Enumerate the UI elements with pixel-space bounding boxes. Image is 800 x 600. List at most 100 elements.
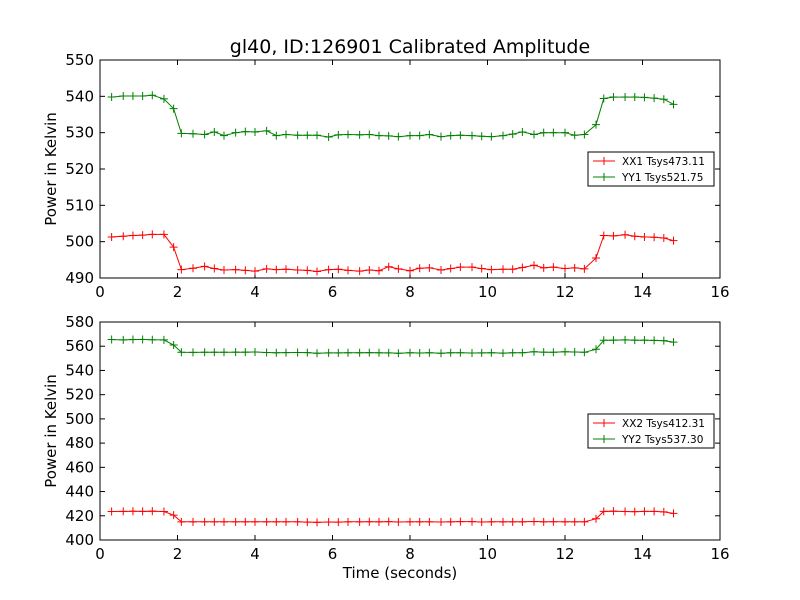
data-point-marker (580, 348, 589, 357)
data-point-marker (437, 266, 445, 275)
data-point-marker (119, 232, 128, 241)
data-point-marker (119, 507, 128, 516)
legend-label: YY1 Tsys521.75 (621, 172, 703, 184)
data-point-marker (518, 517, 527, 526)
legend-label: XX2 Tsys412.31 (622, 418, 705, 430)
y-tick-label: 560 (65, 337, 94, 355)
data-point-marker (200, 348, 209, 357)
data-point-marker (282, 130, 290, 139)
x-tick-label: 10 (478, 283, 497, 301)
data-point-marker (334, 518, 343, 527)
data-point-marker (425, 348, 434, 357)
legend-marker (600, 435, 608, 443)
data-point-marker (570, 348, 579, 357)
data-point-marker (669, 338, 678, 347)
data-point-marker (241, 517, 250, 526)
data-point-marker (241, 266, 250, 275)
data-point-marker (630, 336, 639, 345)
data-point-marker (518, 127, 527, 136)
data-point-marker (231, 128, 240, 137)
data-point-marker (355, 517, 364, 526)
data-point-marker (107, 335, 116, 344)
data-point-marker (437, 132, 445, 141)
data-point-marker (549, 517, 558, 526)
data-point-marker (128, 335, 137, 344)
data-point-marker (437, 349, 445, 358)
data-point-marker (159, 507, 168, 516)
data-point-marker (659, 336, 668, 345)
data-point-marker (355, 348, 364, 357)
data-point-marker (630, 93, 639, 102)
data-point-marker (650, 233, 659, 242)
data-point-marker (394, 264, 403, 273)
data-point-marker (128, 91, 137, 100)
data-point-marker (394, 517, 403, 526)
data-point-marker (119, 91, 128, 100)
y-tick-label: 520 (65, 160, 94, 178)
data-point-marker (477, 517, 486, 526)
bottom-subplot: 0 2 4 6 8 10 12 14 16 400 420 440 460 480 500 520 540 560… (42, 313, 730, 582)
data-point-marker (169, 511, 178, 520)
data-point-marker (251, 127, 259, 136)
data-point-marker (375, 348, 383, 357)
data-point-marker (365, 348, 374, 357)
data-point-marker (561, 517, 569, 526)
data-point-marker (159, 94, 168, 103)
legend: XX2 Tsys412.31 YY2 Tsys537.30 (587, 413, 715, 449)
y-tick-label: 490 (65, 269, 94, 287)
data-point-marker (210, 348, 219, 357)
data-point-marker (394, 132, 403, 141)
x-tick-label: 2 (173, 545, 183, 563)
data-point-marker (592, 514, 600, 523)
data-point-marker (282, 348, 290, 357)
data-point-marker (609, 231, 618, 240)
data-point-marker (251, 517, 259, 526)
y-tick-label: 510 (65, 196, 94, 214)
data-point-marker (539, 348, 548, 357)
data-point-marker (251, 267, 259, 276)
data-point-marker (570, 517, 579, 526)
data-point-marker (669, 100, 678, 109)
data-point-marker (148, 230, 157, 239)
y-tick-label: 540 (65, 361, 94, 379)
data-point-marker (530, 517, 538, 526)
data-point-marker (518, 263, 527, 272)
y-tick-label: 440 (65, 483, 94, 501)
data-point-marker (599, 507, 608, 516)
x-tick-label: 14 (633, 283, 652, 301)
data-point-marker (241, 348, 250, 357)
data-point-marker (324, 265, 333, 274)
data-point-marker (487, 517, 496, 526)
data-point-marker (293, 348, 302, 357)
data-point-marker (293, 131, 302, 140)
data-point-marker (570, 263, 579, 272)
y-tick-label: 540 (65, 87, 94, 105)
data-point-marker (609, 507, 618, 516)
data-point-marker (148, 507, 157, 516)
data-point-marker (220, 348, 228, 357)
series-line-1 (111, 338, 674, 354)
data-point-marker (630, 507, 639, 516)
data-point-marker (344, 130, 352, 139)
data-point-marker (394, 349, 403, 358)
data-point-marker (592, 345, 600, 354)
legend-marker (600, 419, 608, 427)
data-point-marker (415, 517, 424, 526)
data-point-marker (251, 348, 259, 357)
data-point-marker (177, 129, 186, 138)
data-point-marker (231, 517, 240, 526)
legend-label: YY2 Tsys537.30 (621, 434, 703, 446)
data-point-marker (425, 517, 434, 526)
data-point-marker (169, 243, 178, 252)
y-tick-label: 460 (65, 458, 94, 476)
data-point-marker (128, 231, 137, 240)
data-point-marker (107, 93, 116, 102)
data-point-marker (406, 517, 414, 526)
data-point-marker (138, 91, 147, 100)
data-point-marker (241, 127, 250, 136)
data-point-marker (344, 266, 352, 275)
data-point-marker (177, 517, 186, 526)
data-point-marker (210, 264, 219, 273)
data-point-marker (580, 517, 589, 526)
data-point-marker (324, 348, 333, 357)
